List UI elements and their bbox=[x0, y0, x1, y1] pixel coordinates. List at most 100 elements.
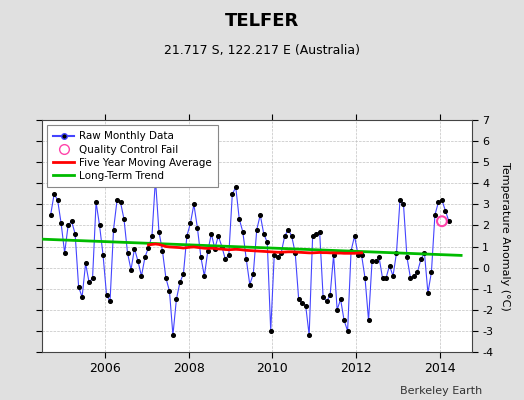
Legend: Raw Monthly Data, Quality Control Fail, Five Year Moving Average, Long-Term Tren: Raw Monthly Data, Quality Control Fail, … bbox=[47, 125, 219, 187]
Point bbox=[330, 252, 338, 258]
Point bbox=[267, 328, 275, 334]
Text: 21.717 S, 122.217 E (Australia): 21.717 S, 122.217 E (Australia) bbox=[164, 44, 360, 57]
Point bbox=[158, 248, 167, 254]
Point bbox=[343, 328, 352, 334]
Point bbox=[403, 254, 411, 260]
Point bbox=[280, 233, 289, 239]
Point bbox=[441, 208, 450, 214]
Point bbox=[148, 233, 156, 239]
Point bbox=[141, 254, 149, 260]
Point bbox=[151, 176, 160, 182]
Point bbox=[288, 233, 296, 239]
Point bbox=[81, 260, 90, 267]
Point bbox=[85, 279, 93, 286]
Point bbox=[155, 228, 163, 235]
Point bbox=[64, 222, 72, 229]
Point bbox=[361, 275, 369, 281]
Point bbox=[183, 233, 191, 239]
Point bbox=[277, 250, 286, 256]
Point bbox=[438, 197, 446, 203]
Point bbox=[102, 292, 111, 298]
Point bbox=[89, 275, 97, 281]
Point bbox=[176, 279, 184, 286]
Point bbox=[179, 271, 188, 277]
Point bbox=[120, 216, 128, 222]
Point bbox=[326, 292, 334, 298]
Point bbox=[127, 266, 135, 273]
Point bbox=[92, 199, 100, 206]
Point bbox=[270, 252, 278, 258]
Point bbox=[99, 252, 107, 258]
Point bbox=[424, 290, 432, 296]
Point bbox=[211, 246, 219, 252]
Point bbox=[95, 222, 104, 229]
Point bbox=[217, 243, 226, 250]
Point bbox=[434, 199, 443, 206]
Point bbox=[298, 300, 307, 307]
Text: TELFER: TELFER bbox=[225, 12, 299, 30]
Point bbox=[259, 231, 268, 237]
Point bbox=[372, 258, 380, 264]
Point bbox=[221, 256, 230, 262]
Point bbox=[385, 262, 394, 269]
Point bbox=[340, 317, 348, 324]
Point bbox=[53, 197, 62, 203]
Point bbox=[410, 273, 418, 279]
Point bbox=[200, 273, 209, 279]
Point bbox=[382, 275, 390, 281]
Point bbox=[228, 191, 236, 197]
Point bbox=[420, 250, 429, 256]
Point bbox=[392, 250, 401, 256]
Point bbox=[312, 231, 320, 237]
Point bbox=[354, 252, 362, 258]
Point bbox=[274, 254, 282, 260]
Point bbox=[50, 191, 58, 197]
Point bbox=[322, 298, 331, 304]
Point bbox=[204, 248, 212, 254]
Point bbox=[172, 296, 181, 302]
Point bbox=[301, 302, 310, 309]
Point bbox=[427, 269, 435, 275]
Point bbox=[378, 275, 387, 281]
Point bbox=[284, 226, 292, 233]
Point bbox=[110, 226, 118, 233]
Point bbox=[368, 258, 376, 264]
Point bbox=[116, 199, 125, 206]
Point bbox=[232, 184, 240, 191]
Point bbox=[438, 218, 446, 224]
Point bbox=[309, 233, 317, 239]
Point bbox=[263, 239, 271, 246]
Point bbox=[413, 269, 422, 275]
Point bbox=[68, 218, 76, 224]
Point bbox=[396, 197, 404, 203]
Point bbox=[364, 317, 373, 324]
Point bbox=[351, 233, 359, 239]
Point bbox=[144, 244, 152, 251]
Point bbox=[375, 254, 383, 260]
Point bbox=[134, 258, 142, 264]
Point bbox=[445, 218, 453, 224]
Point bbox=[196, 254, 205, 260]
Point bbox=[193, 224, 202, 231]
Point bbox=[319, 294, 328, 300]
Point bbox=[225, 252, 233, 258]
Text: Berkeley Earth: Berkeley Earth bbox=[400, 386, 482, 396]
Point bbox=[246, 281, 254, 288]
Point bbox=[336, 296, 345, 302]
Point bbox=[106, 298, 114, 304]
Point bbox=[417, 256, 425, 262]
Point bbox=[249, 271, 257, 277]
Point bbox=[305, 332, 313, 338]
Point bbox=[78, 294, 86, 300]
Point bbox=[47, 212, 55, 218]
Point bbox=[113, 197, 121, 203]
Point bbox=[71, 231, 79, 237]
Point bbox=[207, 231, 215, 237]
Point bbox=[242, 256, 250, 262]
Point bbox=[406, 275, 414, 281]
Point bbox=[57, 220, 66, 226]
Point bbox=[214, 233, 223, 239]
Point bbox=[333, 307, 341, 313]
Point bbox=[190, 201, 198, 208]
Point bbox=[162, 275, 170, 281]
